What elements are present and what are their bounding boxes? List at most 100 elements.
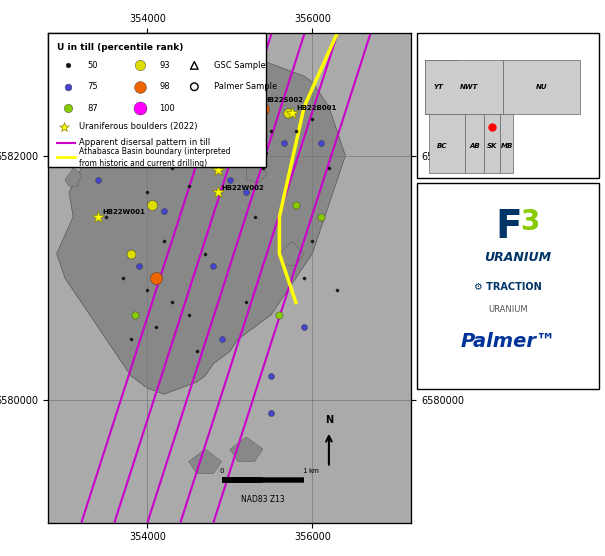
- Text: N: N: [325, 415, 333, 425]
- Text: NWT: NWT: [460, 84, 478, 90]
- Polygon shape: [69, 58, 94, 72]
- Point: [151, 274, 160, 282]
- Point: [241, 188, 251, 197]
- Point: [101, 212, 111, 221]
- Text: SK: SK: [487, 143, 497, 149]
- Text: HB22W002: HB22W002: [221, 185, 264, 191]
- Point: [209, 53, 218, 62]
- Point: [118, 274, 128, 282]
- Point: [307, 115, 317, 123]
- Point: [299, 274, 309, 282]
- Polygon shape: [57, 33, 345, 394]
- Point: [287, 108, 296, 117]
- Point: [130, 310, 140, 319]
- Text: 50: 50: [88, 61, 98, 70]
- Point: [110, 151, 119, 160]
- Point: [192, 347, 201, 356]
- Text: GSC Sample: GSC Sample: [214, 61, 266, 70]
- Text: U in till (percentile rank): U in till (percentile rank): [57, 43, 183, 52]
- Point: [184, 102, 194, 111]
- Text: AB: AB: [469, 143, 480, 149]
- Text: F: F: [495, 208, 522, 246]
- Point: [143, 286, 152, 295]
- Text: 87: 87: [88, 103, 99, 112]
- Point: [134, 145, 144, 154]
- Text: ⚙ TRACTION: ⚙ TRACTION: [474, 282, 542, 292]
- Polygon shape: [230, 437, 263, 461]
- Point: [487, 123, 497, 132]
- Text: 100: 100: [160, 103, 175, 112]
- Point: [192, 90, 201, 99]
- Point: [213, 166, 223, 175]
- Text: 3: 3: [520, 208, 540, 236]
- Point: [184, 182, 194, 191]
- Text: HB22W001: HB22W001: [102, 209, 145, 215]
- Polygon shape: [429, 113, 465, 172]
- Point: [258, 163, 268, 172]
- Point: [168, 84, 177, 93]
- Point: [332, 286, 342, 295]
- Point: [266, 408, 276, 417]
- Text: HB22T001: HB22T001: [226, 142, 266, 148]
- Text: NU: NU: [536, 84, 548, 90]
- FancyBboxPatch shape: [48, 33, 266, 167]
- Point: [307, 237, 317, 246]
- Polygon shape: [189, 449, 221, 474]
- Point: [275, 310, 284, 319]
- Point: [143, 188, 152, 197]
- Text: Apparent disersal pattern in till: Apparent disersal pattern in till: [79, 138, 210, 147]
- Polygon shape: [500, 113, 513, 172]
- Polygon shape: [425, 60, 503, 113]
- Point: [234, 78, 243, 87]
- Point: [175, 72, 185, 81]
- Text: Palmer Sample: Palmer Sample: [214, 82, 277, 91]
- Point: [168, 163, 177, 172]
- Point: [214, 105, 223, 113]
- Point: [283, 108, 292, 117]
- Text: URANIUM: URANIUM: [484, 251, 551, 264]
- Polygon shape: [465, 113, 485, 172]
- Point: [299, 322, 309, 331]
- Point: [126, 249, 136, 258]
- Point: [151, 102, 160, 111]
- Point: [168, 298, 177, 307]
- Polygon shape: [60, 119, 82, 137]
- Point: [241, 298, 251, 307]
- Point: [159, 133, 169, 142]
- Point: [134, 261, 144, 270]
- Point: [279, 139, 289, 148]
- Point: [324, 163, 334, 172]
- Polygon shape: [246, 162, 267, 182]
- Point: [225, 102, 235, 111]
- Point: [250, 84, 260, 93]
- Point: [316, 212, 325, 221]
- Text: 0: 0: [220, 468, 224, 474]
- Point: [213, 188, 223, 197]
- Text: YT: YT: [434, 84, 443, 90]
- Point: [159, 237, 169, 246]
- Point: [217, 115, 226, 123]
- Point: [209, 261, 218, 270]
- Point: [184, 310, 194, 319]
- Text: HB22B001: HB22B001: [296, 105, 336, 111]
- Point: [171, 145, 181, 154]
- Text: km: km: [309, 468, 319, 474]
- Text: 93: 93: [160, 61, 170, 70]
- Polygon shape: [280, 241, 304, 266]
- Polygon shape: [485, 113, 500, 172]
- Text: HB22S001: HB22S001: [221, 162, 262, 168]
- Point: [151, 78, 160, 87]
- Text: Palmer™: Palmer™: [460, 331, 556, 351]
- Text: MB: MB: [501, 143, 514, 149]
- Point: [192, 115, 201, 123]
- Point: [250, 212, 260, 221]
- Text: Uraniferous boulders (2022): Uraniferous boulders (2022): [79, 122, 197, 131]
- Point: [126, 335, 136, 344]
- Point: [258, 145, 268, 154]
- Text: 75: 75: [88, 82, 98, 91]
- Point: [93, 176, 103, 185]
- FancyBboxPatch shape: [417, 183, 599, 389]
- Point: [93, 212, 103, 221]
- Polygon shape: [503, 60, 580, 113]
- Polygon shape: [65, 168, 82, 186]
